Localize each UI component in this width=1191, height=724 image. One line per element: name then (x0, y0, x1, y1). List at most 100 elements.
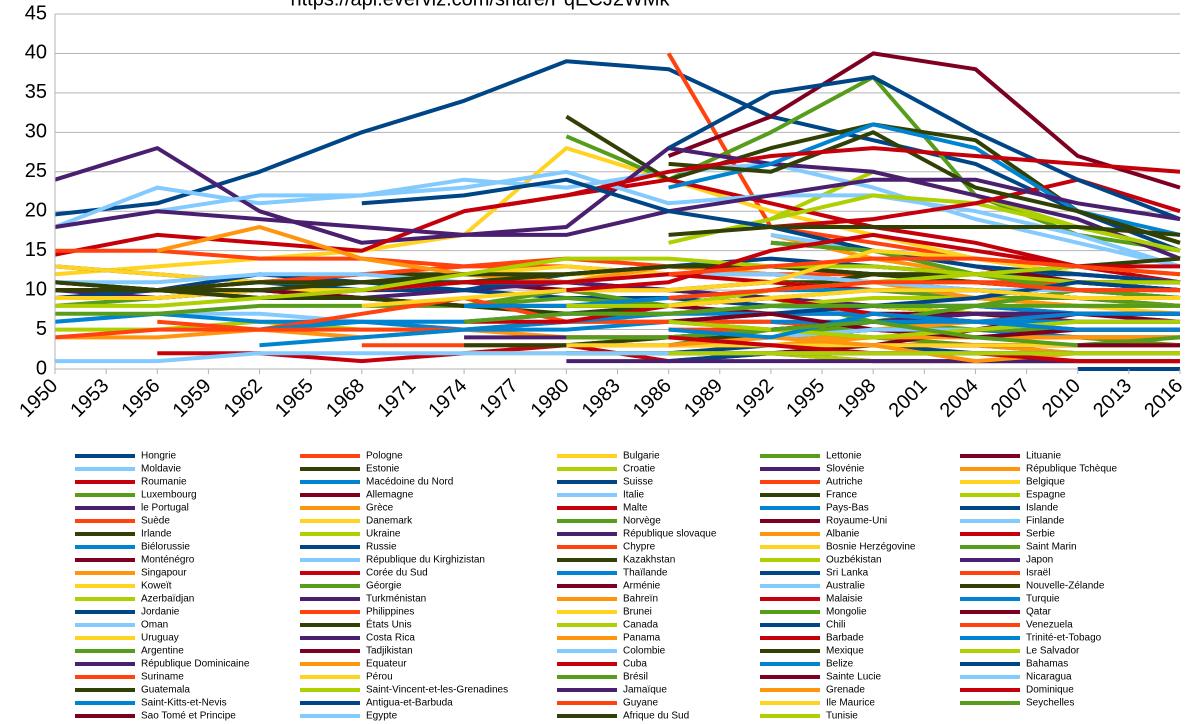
legend-label: Islande (1026, 503, 1059, 514)
legend: Hongrie Pologne Bulgarie Lettonie Lituanie Mo… (75, 451, 1117, 722)
legend-label: Le Salvador (1026, 646, 1080, 657)
legend-label: Arménie (623, 581, 661, 592)
legend-label: Croatie (623, 464, 656, 475)
x-tick-label: 1956 (118, 375, 165, 422)
legend-label: Saint Marin (1026, 542, 1077, 553)
legend-label: Japon (1026, 555, 1053, 566)
x-tick-label: 2016 (1140, 375, 1187, 422)
legend-label: Macédoine du Nord (366, 477, 453, 488)
legend-label: Bahreïn (623, 594, 658, 605)
legend-label: Guatemala (141, 685, 190, 696)
x-tick-label: 1995 (782, 375, 829, 422)
legend-label: Suisse (623, 477, 653, 488)
x-tick-label: 1959 (169, 375, 216, 422)
legend-label: Albanie (826, 529, 860, 540)
x-tick-label: 1953 (66, 375, 113, 422)
legend-label: Autriche (826, 477, 863, 488)
legend-label: Saint-Kitts-et-Nevis (141, 698, 227, 709)
y-tick-label: 20 (25, 200, 47, 222)
legend-label: Allemagne (366, 490, 414, 501)
legend-label: Malte (623, 503, 648, 514)
legend-label: Suède (141, 516, 170, 527)
legend-label: Sri Lanka (826, 568, 869, 579)
legend-label: Cuba (623, 659, 647, 670)
y-tick-label: 10 (25, 278, 47, 300)
legend-label: Oman (141, 620, 168, 631)
legend-label: Tadjikistan (366, 646, 413, 657)
series-line (54, 59, 1181, 253)
legend-label: Equateur (366, 659, 407, 670)
x-tick-label: 1962 (220, 375, 267, 422)
legend-label: Azerbaïdjan (141, 594, 194, 605)
x-tick-label: 1989 (680, 375, 727, 422)
legend-label: Irlande (141, 529, 172, 540)
legend-label: Roumanie (141, 477, 187, 488)
legend-label: République Dominicaine (141, 659, 250, 670)
series-line (667, 75, 1181, 221)
legend-label: Chili (826, 620, 845, 631)
series-line (667, 51, 1181, 190)
y-tick-label: 35 (25, 81, 47, 103)
y-tick-label: 15 (25, 239, 47, 261)
legend-label: Argentine (141, 646, 184, 657)
legend-label: Italie (623, 490, 645, 501)
series-line (55, 256, 1180, 308)
series-line (668, 225, 1181, 237)
legend-label: Moldavie (141, 464, 181, 475)
series-line (668, 288, 1180, 308)
x-tick-label: 1965 (271, 375, 318, 422)
series-line (668, 280, 1180, 300)
legend-label: Egypte (366, 711, 398, 722)
y-tick-label: 45 (25, 2, 47, 24)
legend-label: Danemark (366, 516, 413, 527)
y-tick-label: 30 (25, 121, 47, 143)
legend-label: Grenade (826, 685, 865, 696)
legend-label: Norvège (623, 516, 661, 527)
legend-label: Qatar (1026, 607, 1052, 618)
legend-label: Antigua-et-Barbuda (366, 698, 453, 709)
legend-label: Singapour (141, 568, 187, 579)
series-line (668, 311, 1180, 340)
legend-label: Saint-Vincent-et-les-Grenadines (366, 685, 508, 696)
legend-label: Costa Rica (366, 633, 415, 644)
x-tick-label: 2010 (1038, 375, 1085, 422)
legend-label: Sainte Lucie (826, 672, 881, 683)
y-tick-label: 25 (25, 160, 47, 182)
legend-label: Lettonie (826, 451, 862, 462)
legend-label: Afrique du Sud (623, 711, 689, 722)
legend-label: Royaume-Uni (826, 516, 887, 527)
x-tick-label: 1977 (475, 375, 522, 422)
legend-label: Barbade (826, 633, 864, 644)
x-tick-label: 1986 (629, 375, 676, 422)
series-line (668, 319, 1180, 340)
series-line (668, 130, 1181, 245)
legend-label: Brunei (623, 607, 652, 618)
legend-label: Bahamas (1026, 659, 1068, 670)
series-line (463, 303, 1180, 324)
legend-label: Jordanie (141, 607, 180, 618)
x-tick-label: 1950 (15, 375, 62, 422)
legend-label: République du Kirghizistan (366, 555, 485, 566)
x-tick-label: 1983 (578, 375, 625, 422)
legend-label: Brésil (623, 672, 648, 683)
series-line (54, 177, 1181, 237)
legend-label: Seychelles (1026, 698, 1074, 709)
legend-label: Koweït (141, 581, 172, 592)
legend-label: Slovénie (826, 464, 865, 475)
legend-label: Bulgarie (623, 451, 660, 462)
legend-label: Hongrie (141, 451, 176, 462)
y-tick-label: 40 (25, 42, 47, 64)
legend-label: Canada (623, 620, 658, 631)
legend-label: République slovaque (623, 529, 717, 540)
x-tick-label: 1974 (424, 375, 471, 422)
legend-label: Bosnie Herzégovine (826, 542, 916, 553)
legend-label: Belgique (1026, 477, 1065, 488)
x-tick-label: 2013 (1089, 375, 1136, 422)
legend-label: Belize (826, 659, 854, 670)
legend-label: Luxembourg (141, 490, 197, 501)
legend-label: Pays-Bas (826, 503, 869, 514)
x-tick-label: 2001 (885, 375, 932, 422)
legend-label: Turkménistan (366, 594, 426, 605)
legend-label: Ouzbékistan (826, 555, 882, 566)
